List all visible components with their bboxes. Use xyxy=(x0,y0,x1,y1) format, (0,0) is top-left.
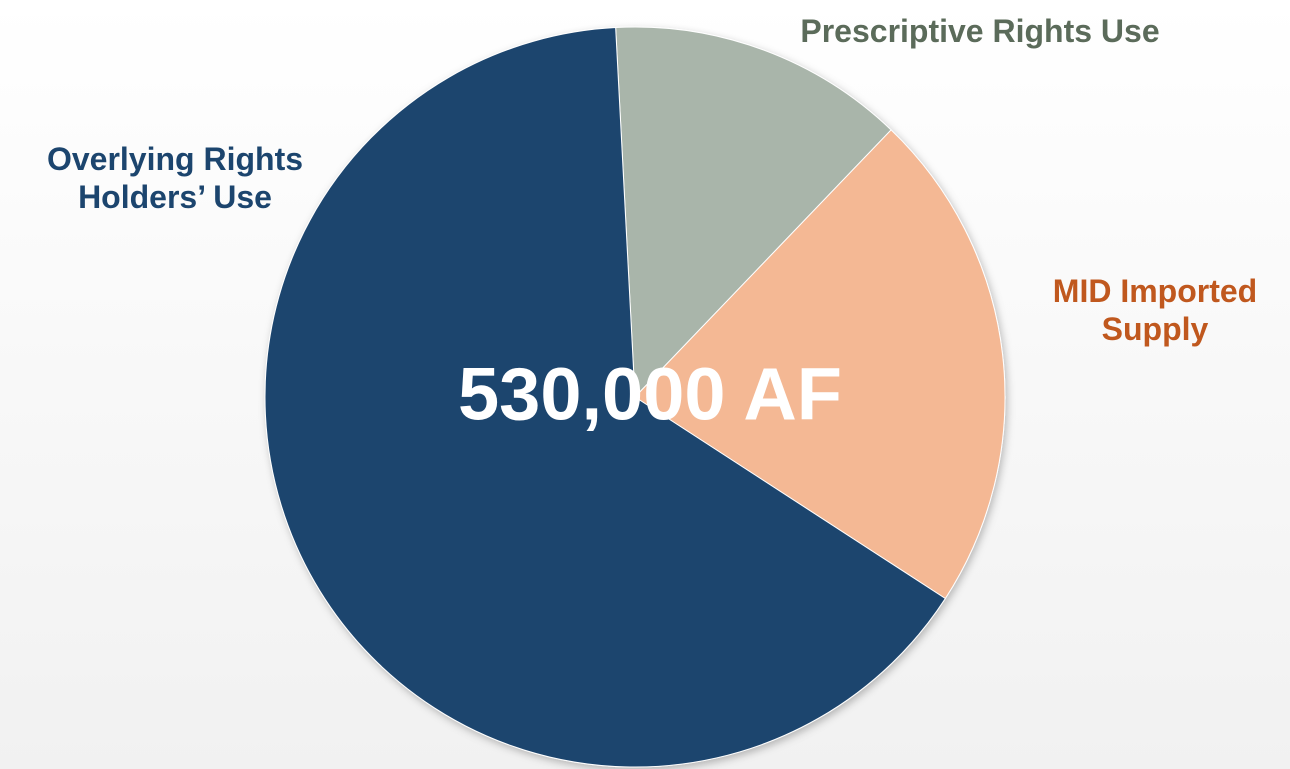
pie-slice xyxy=(264,26,947,768)
pie-slice xyxy=(615,26,892,399)
slice-label: MID Imported Supply xyxy=(1052,273,1258,347)
slice-label: Overlying Rights Holders’ Use xyxy=(46,141,304,215)
center-annotation: 530,000 AF xyxy=(458,353,842,436)
pie xyxy=(264,26,1006,768)
pie-slice xyxy=(634,129,1006,600)
slice-label: Prescriptive Rights Use xyxy=(800,13,1160,49)
